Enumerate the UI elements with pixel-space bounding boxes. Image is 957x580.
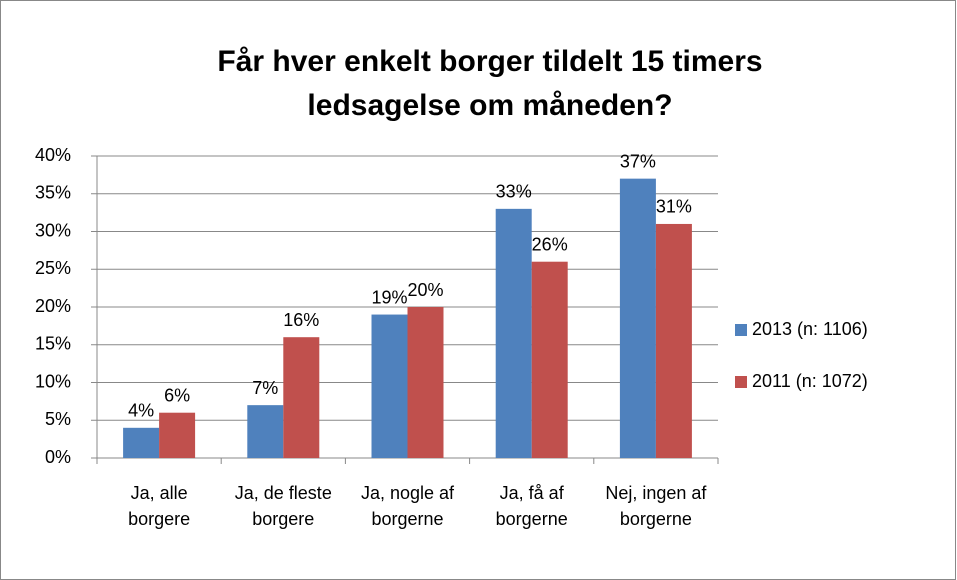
y-tick-label: 35% bbox=[35, 183, 71, 203]
legend-swatch bbox=[735, 324, 747, 336]
y-tick-label: 25% bbox=[35, 258, 71, 278]
legend-swatch bbox=[735, 376, 747, 388]
data-label: 6% bbox=[164, 385, 190, 405]
data-label: 20% bbox=[407, 280, 443, 300]
data-label: 33% bbox=[496, 182, 532, 202]
x-tick-label: Ja, nogle af borgerne bbox=[360, 483, 455, 529]
data-label: 4% bbox=[128, 401, 154, 421]
x-tick-label: Ja, alle borgere bbox=[128, 483, 191, 529]
data-label: 7% bbox=[252, 378, 278, 398]
y-tick-label: 30% bbox=[35, 220, 71, 240]
x-tick-label: Ja, de fleste borgere bbox=[234, 483, 332, 529]
bar bbox=[371, 314, 408, 458]
bar bbox=[159, 412, 196, 458]
legend-label: 2013 (n: 1106) bbox=[752, 319, 868, 339]
y-tick-label: 0% bbox=[45, 447, 71, 467]
data-label: 16% bbox=[283, 310, 319, 330]
bar bbox=[495, 208, 532, 458]
y-tick-label: 10% bbox=[35, 371, 71, 391]
x-tick-label: Ja, få af borgerne bbox=[495, 483, 568, 529]
bar bbox=[407, 307, 444, 458]
y-tick-label: 20% bbox=[35, 296, 71, 316]
y-tick-label: 40% bbox=[35, 145, 71, 165]
data-label: 26% bbox=[532, 234, 568, 254]
bar bbox=[247, 405, 284, 458]
chart-title: Får hver enkelt borger tildelt 15 timers… bbox=[217, 45, 763, 122]
bar bbox=[283, 337, 320, 458]
bar bbox=[531, 261, 568, 458]
data-label: 19% bbox=[371, 287, 407, 307]
bar bbox=[123, 427, 160, 458]
x-tick-label: Nej, ingen af borgerne bbox=[605, 483, 707, 529]
bar bbox=[655, 223, 692, 458]
y-tick-label: 15% bbox=[35, 334, 71, 354]
y-tick-label: 5% bbox=[45, 409, 71, 429]
data-label: 37% bbox=[620, 151, 656, 171]
data-label: 31% bbox=[656, 197, 692, 217]
bar bbox=[619, 178, 656, 458]
legend-label: 2011 (n: 1072) bbox=[752, 371, 868, 391]
